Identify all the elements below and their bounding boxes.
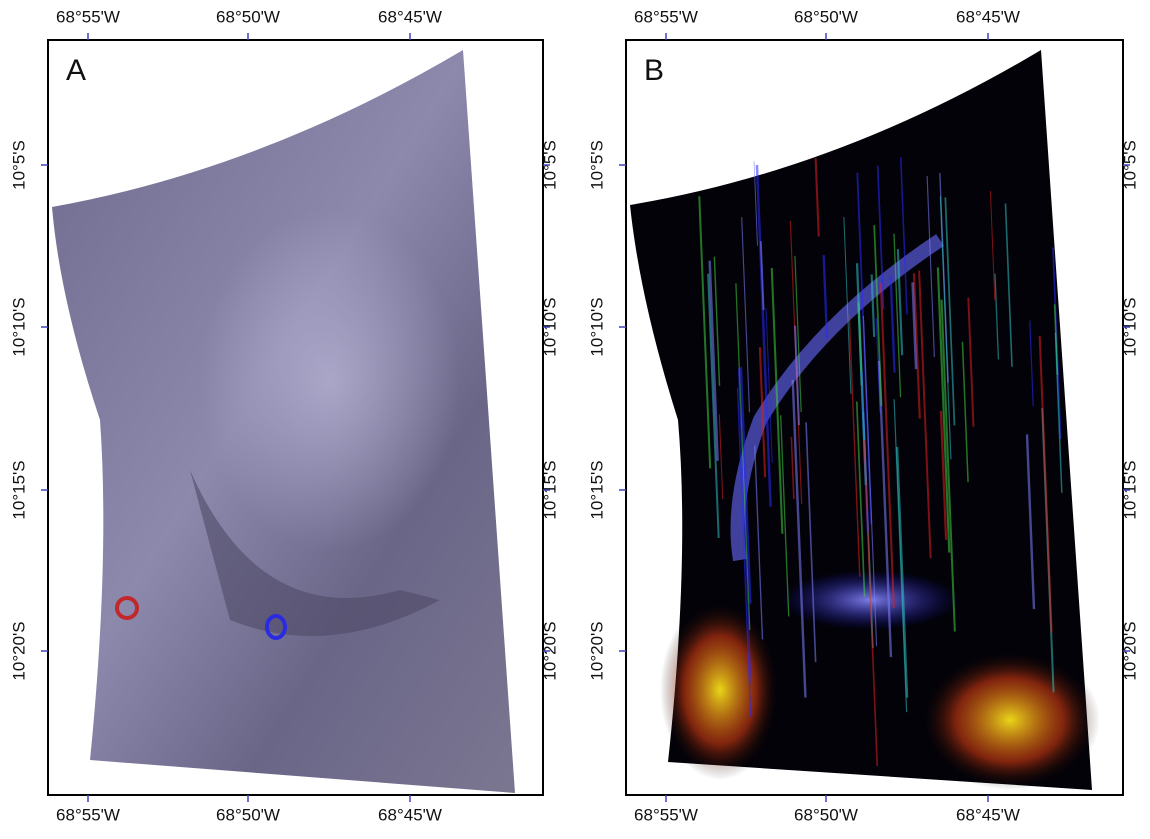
figure: A 68°55'W 68°55'W 68°50'W 68°50'W 68°45'W 68°4… [0,0,1150,834]
latitude-label: 10°5'S [587,140,606,190]
image-feature [200,210,460,550]
longitude-label: 68°45'W [956,7,1020,26]
longitude-label: 68°45'W [378,7,442,26]
image-feature [920,650,1100,790]
longitude-label: 68°55'W [56,805,120,824]
latitude-label: 10°20'S [587,621,606,680]
latitude-label: 10°15'S [587,460,606,519]
page: {"panels": [ {"label": "A", "longitude_l… [0,0,1150,834]
longitude-label: 68°45'W [956,805,1020,824]
latitude-label: 10°10'S [587,297,606,356]
longitude-label: 68°50'W [216,7,280,26]
panel-label: B [644,54,664,87]
latitude-label: 10°5'S [9,140,28,190]
longitude-label: 68°50'W [794,7,858,26]
latitude-label: 10°10'S [9,297,28,356]
longitude-label: 68°55'W [634,805,698,824]
panel-label: A [66,54,86,87]
latitude-label: 10°15'S [9,460,28,519]
longitude-label: 68°55'W [56,7,120,26]
longitude-label: 68°50'W [216,805,280,824]
longitude-label: 68°50'W [794,805,858,824]
longitude-label: 68°55'W [634,7,698,26]
longitude-label: 68°45'W [378,805,442,824]
latitude-label: 10°20'S [9,621,28,680]
